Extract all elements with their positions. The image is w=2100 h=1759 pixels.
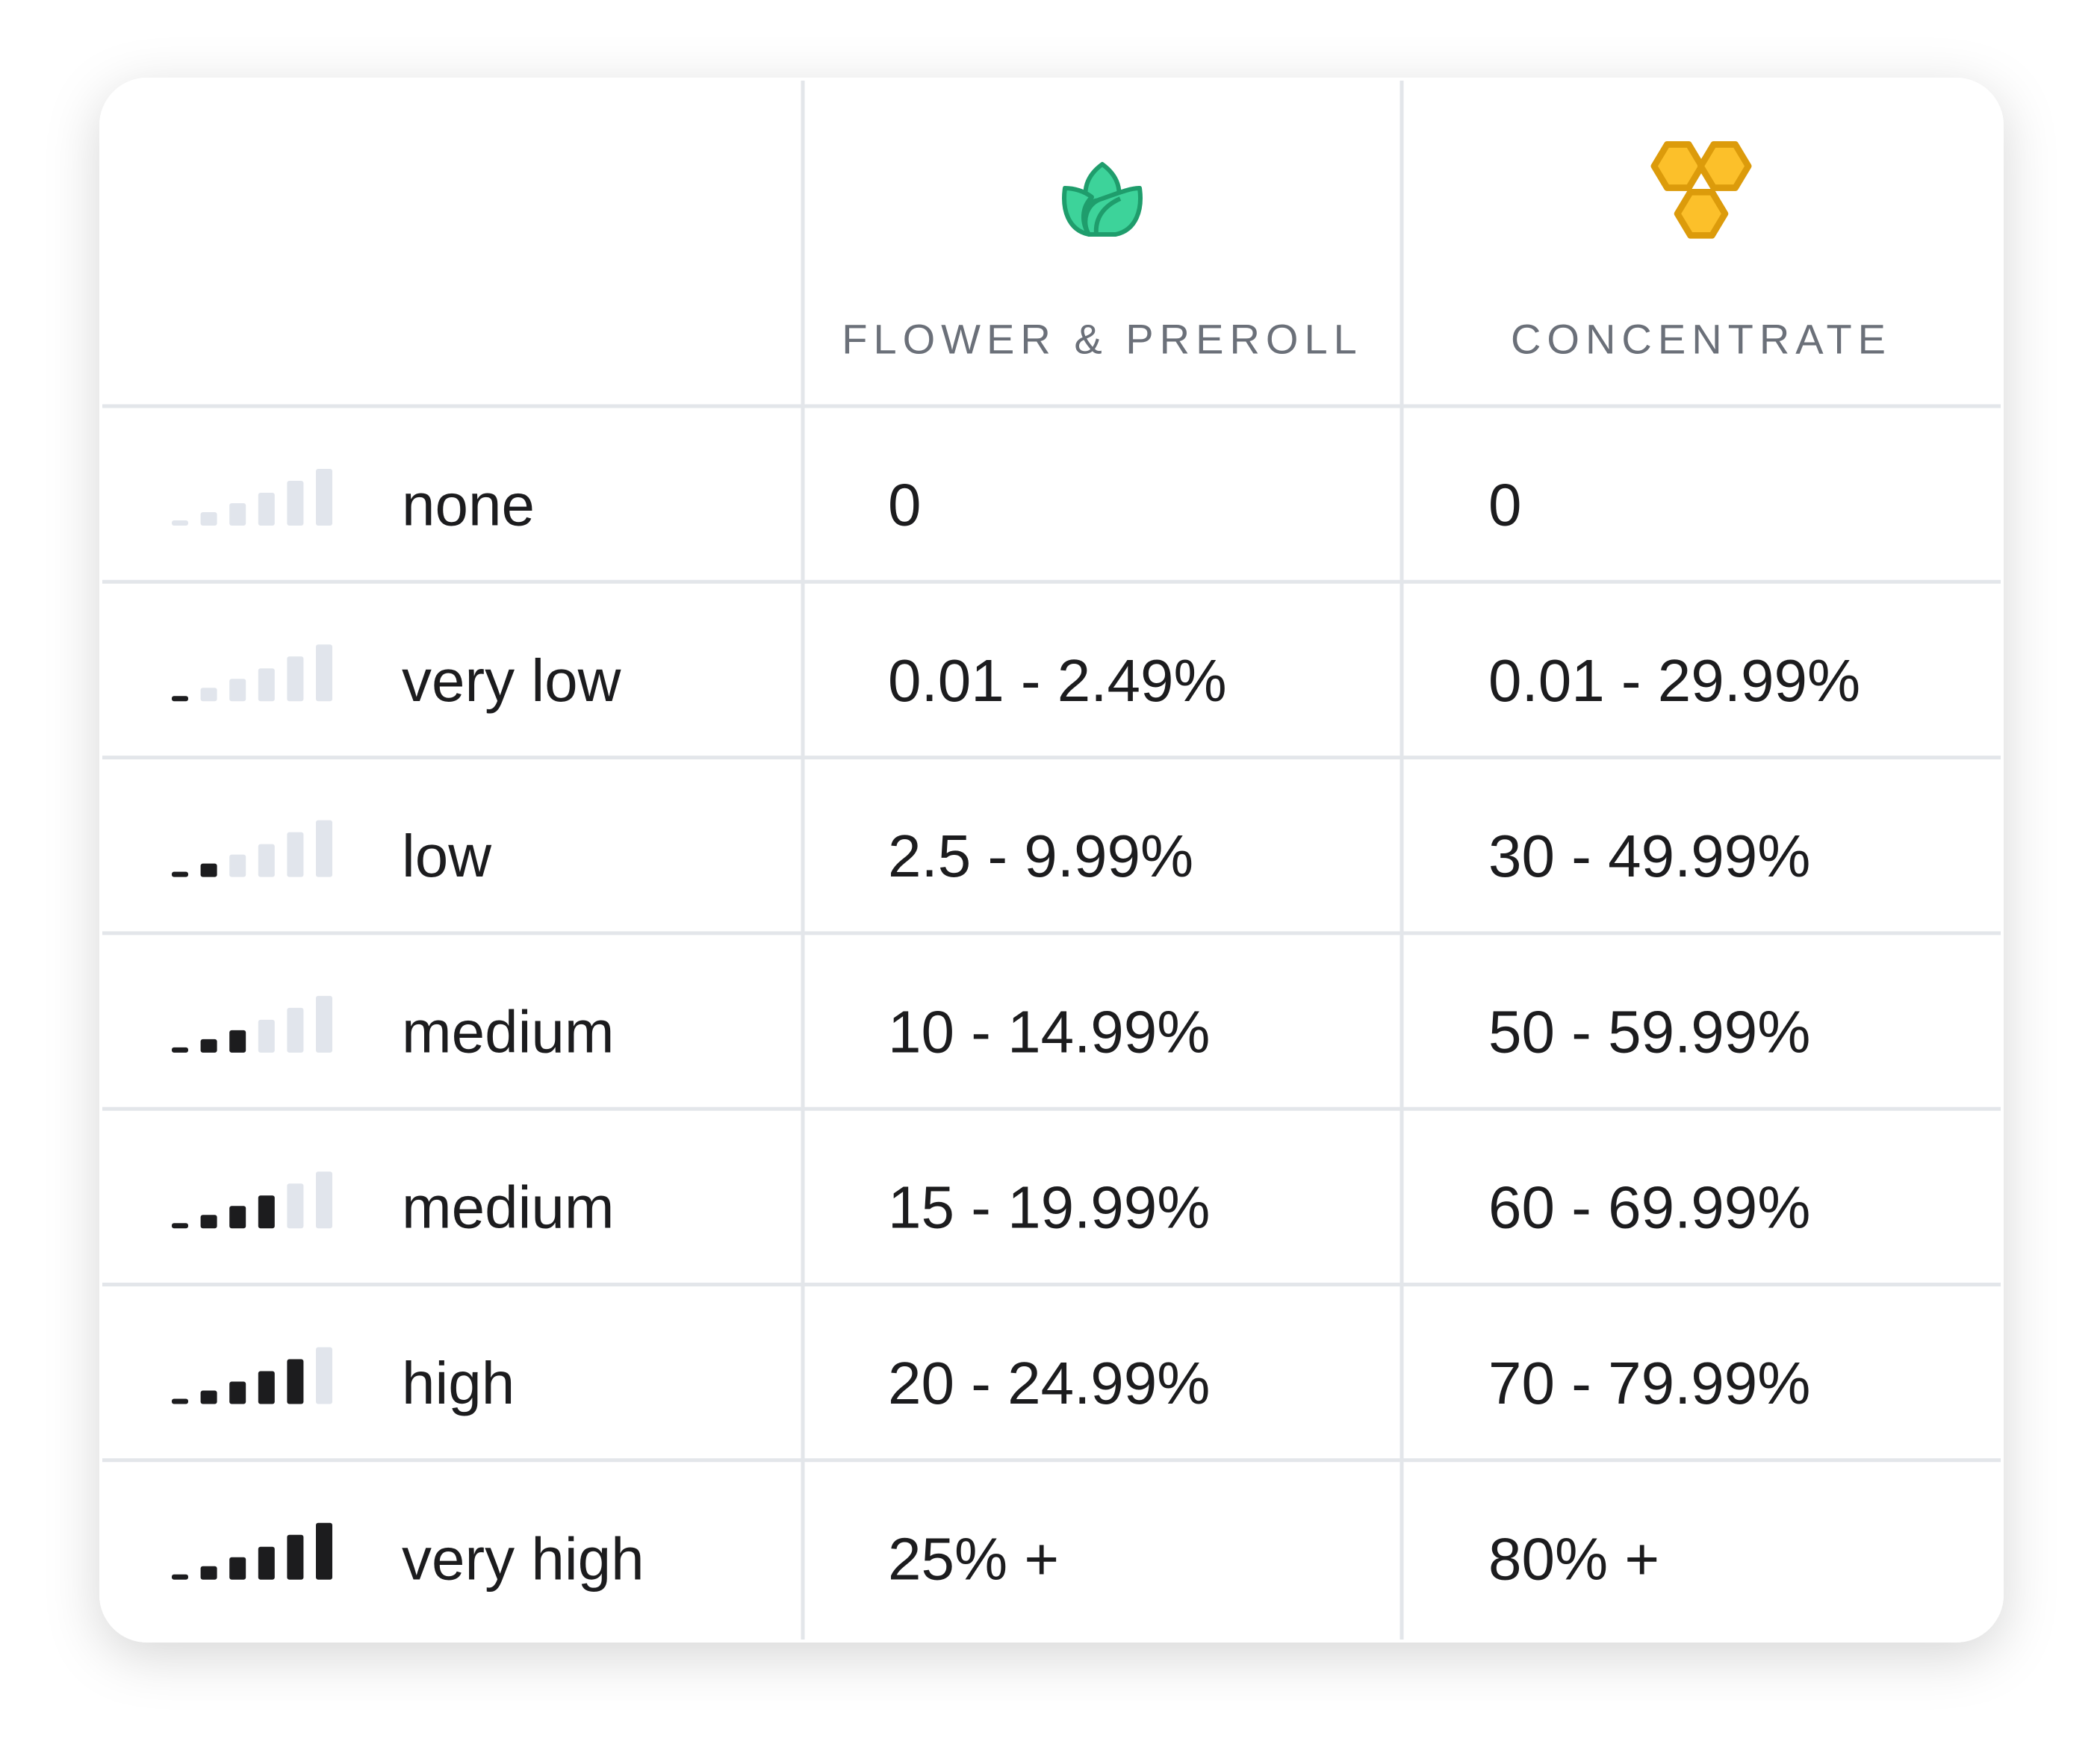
cell-value: 0 — [888, 472, 922, 538]
cell-value: 15 - 19.99% — [888, 1174, 1210, 1241]
signal-bar — [172, 520, 188, 526]
signal-bar — [258, 1195, 275, 1229]
signal-bar — [229, 503, 246, 526]
cell-value: 20 - 24.99% — [888, 1350, 1210, 1416]
signal-bar — [200, 1039, 217, 1053]
row-label: low — [402, 823, 491, 889]
cell-value: 25% + — [888, 1525, 1059, 1592]
cell-value: 10 - 14.99% — [888, 998, 1210, 1065]
signal-bar — [287, 1359, 304, 1404]
signal-bar — [287, 832, 304, 877]
signal-bar — [172, 1047, 188, 1053]
card — [99, 78, 2004, 1643]
cell-value: 2.5 - 9.99% — [888, 823, 1193, 889]
signal-bar — [287, 1007, 304, 1053]
row-label: none — [402, 472, 535, 538]
row-label: medium — [402, 998, 615, 1065]
row-label: very high — [402, 1525, 644, 1592]
signal-bar — [258, 1371, 275, 1404]
signal-bar — [172, 1223, 188, 1229]
signal-bar — [172, 696, 188, 702]
signal-bar — [172, 871, 188, 877]
signal-bar — [287, 656, 304, 702]
row-label: high — [402, 1350, 515, 1416]
cell-value: 30 - 49.99% — [1488, 823, 1810, 889]
concentrate-icon — [1650, 141, 1752, 239]
cell-value: 80% + — [1488, 1525, 1659, 1592]
signal-bar — [200, 863, 217, 877]
signal-bar — [258, 1546, 275, 1580]
row-label: very low — [402, 647, 621, 714]
signal-bar — [316, 1522, 332, 1580]
signal-bar — [258, 844, 275, 877]
cell-value: 0.01 - 2.49% — [888, 647, 1227, 714]
signal-bar — [229, 1030, 246, 1053]
cell-value: 0.01 - 29.99% — [1488, 647, 1860, 714]
signal-bar — [316, 1171, 332, 1229]
column-header: FLOWER & PREROLL — [842, 316, 1362, 363]
signal-bar — [200, 1215, 217, 1229]
cell-value: 70 - 79.99% — [1488, 1350, 1810, 1416]
signal-bar — [287, 481, 304, 526]
signal-bar — [200, 512, 217, 526]
signal-bar — [258, 493, 275, 526]
signal-bar — [287, 1534, 304, 1580]
signal-bar — [229, 1557, 246, 1580]
signal-bar — [316, 644, 332, 702]
signal-bar — [229, 1381, 246, 1404]
flower-icon — [1062, 162, 1143, 237]
signal-bar — [229, 1206, 246, 1229]
signal-bar — [200, 688, 217, 702]
signal-bar — [200, 1566, 217, 1580]
signal-bar — [287, 1183, 304, 1229]
row-label: medium — [402, 1174, 615, 1241]
signal-bar — [258, 668, 275, 702]
signal-bar — [316, 469, 332, 526]
cell-value: 0 — [1488, 472, 1522, 538]
signal-bar — [172, 1574, 188, 1580]
signal-bar — [316, 1347, 332, 1404]
signal-bar — [172, 1398, 188, 1404]
signal-bar — [258, 1019, 275, 1053]
signal-bar — [316, 995, 332, 1053]
column-header: CONCENTRATE — [1511, 316, 1892, 363]
cell-value: 60 - 69.99% — [1488, 1174, 1810, 1241]
signal-bar — [229, 679, 246, 702]
signal-bar — [316, 820, 332, 877]
signal-bar — [200, 1390, 217, 1404]
cell-value: 50 - 59.99% — [1488, 998, 1810, 1065]
signal-bar — [229, 854, 246, 877]
